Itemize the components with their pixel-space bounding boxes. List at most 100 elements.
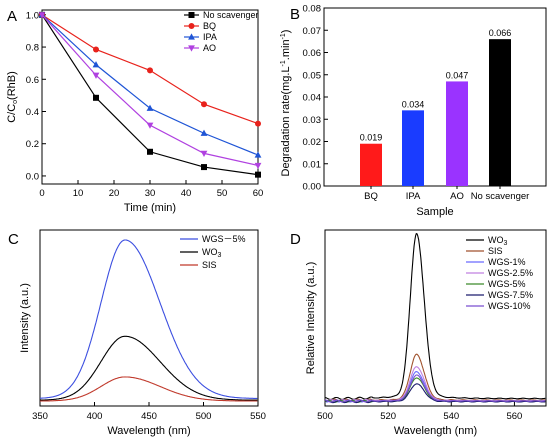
panel-b-xlabel: Sample — [416, 206, 453, 218]
panel-d-series-line-0 — [324, 232, 546, 400]
panel-b-xtick-label: IPA — [406, 191, 421, 202]
panel-a-ytick-label: 0.0 — [26, 171, 39, 182]
panel-b-xtick-label: BQ — [364, 191, 378, 202]
panel-c-legend-label-sub: 3 — [218, 252, 222, 259]
panel-d-legend-label: WGS-10% — [488, 301, 531, 311]
panel-a-legend-marker — [188, 33, 195, 40]
panel-d-legend-label: WGS-2.5% — [488, 268, 533, 278]
panel-a-ylabel: C/Co(RhB) — [6, 71, 19, 123]
panel-a-legend-marker — [188, 23, 195, 29]
panel-b-ylabel-main: Degradation rate(mg.L — [280, 66, 292, 176]
panel-c-legend-label: SIS — [202, 260, 217, 270]
panel-b-ytick-label: 0.00 — [303, 182, 322, 193]
panel-b-bar-2 — [446, 81, 468, 186]
panel-b-bar-1 — [402, 110, 424, 186]
panel-c-series-line-0 — [40, 239, 258, 399]
panel-a-point — [201, 101, 207, 108]
panel-b-ytick-label: 0.07 — [303, 26, 322, 37]
panel-d-xtick-label: 500 — [317, 411, 333, 422]
panel-a-point — [146, 122, 154, 129]
panel-a-point — [255, 171, 261, 178]
panel-a-ylabel-main: C/C — [6, 104, 18, 123]
panel-d-legend-label: WGS-5% — [488, 279, 526, 289]
panel-a-point — [147, 148, 153, 155]
panel-b-value-label: 0.034 — [402, 99, 425, 109]
panel-c-ylabel: Intensity (a.u.) — [19, 283, 31, 353]
panel-d-series-line-6 — [324, 374, 546, 403]
panel-b-xtick-label: AO — [450, 191, 464, 202]
panel-b-ytick-label: 0.08 — [303, 4, 322, 15]
panel-a-xtick-label: 0 — [39, 188, 44, 199]
panel-b-ytick-label: 0.02 — [303, 137, 322, 148]
panel-a-point — [200, 129, 208, 136]
panel-a-letter: A — [7, 8, 17, 25]
panel-c-legend-label: WGS－5% — [202, 234, 246, 244]
panel-b-ytick-label: 0.01 — [303, 159, 322, 170]
panel-a-point — [254, 162, 262, 170]
panel-d-legend-label: WO3 — [488, 235, 508, 247]
panel-a-ytick-label: 1.0 — [26, 10, 39, 21]
panel-d-legend-label: WGS-7.5% — [488, 290, 533, 300]
panel-b-value-label: 0.047 — [446, 70, 469, 80]
panel-a-legend-label: IPA — [203, 32, 217, 42]
panel-b-xtick-label: No scavenger — [471, 191, 530, 202]
panel-d-xlabel: Wavelength (nm) — [394, 425, 477, 437]
panel-b-ytick-label: 0.03 — [303, 115, 322, 126]
panel-a-ylabel-suffix: (RhB) — [6, 71, 18, 100]
panel-c-xtick-label: 350 — [32, 411, 48, 422]
panel-c-legend-label-main: WO — [202, 247, 218, 257]
panel-c-legend-label: WO3 — [202, 247, 222, 259]
panel-d-legend-label-main: WO — [488, 235, 504, 245]
panel-a-legend-label: No scavenger — [203, 10, 259, 20]
panel-a-point — [254, 151, 262, 158]
panel-c-series-line-1 — [40, 335, 258, 401]
panel-b-ylabel-end: ) — [280, 30, 292, 34]
panel-b-ylabel-sup1: -1 — [280, 60, 287, 66]
panel-a-point — [92, 72, 100, 79]
panel-c-xtick-label: 450 — [141, 411, 157, 422]
panel-b-ylabel: Degradation rate(mg.L-1.min-1) — [280, 30, 292, 177]
panel-a-xlabel: Time (min) — [124, 202, 176, 214]
panel-c-xlabel: Wavelength (nm) — [107, 425, 190, 437]
panel-d-xtick-label: 520 — [380, 411, 396, 422]
panel-a-ytick-label: 0.2 — [26, 139, 39, 150]
panel-b-bar-3 — [489, 39, 511, 187]
panel-b-value-label: 0.019 — [360, 133, 383, 143]
panel-d-frame — [324, 229, 547, 407]
panel-a-legend-marker — [188, 45, 195, 52]
panel-a-ytick-label: 0.4 — [26, 107, 39, 118]
panel-a-xtick-label: 40 — [181, 188, 192, 199]
panel-d-legend-label: WGS-1% — [488, 257, 526, 267]
panel-b-ylabel-mid: .min — [280, 39, 292, 60]
panel-b-value-label: 0.066 — [489, 28, 512, 38]
panel-a-point — [93, 94, 99, 101]
panel-a-point — [38, 12, 46, 19]
panel-d-xtick-label: 540 — [443, 411, 459, 422]
panel-b-ytick-label: 0.05 — [303, 70, 322, 81]
panel-a-ytick-label: 0.8 — [26, 43, 39, 54]
panel-d-ylabel: Relative Intensity (a.u.) — [305, 262, 317, 375]
panel-b-letter: B — [290, 6, 300, 23]
panel-a-ytick-label: 0.6 — [26, 75, 39, 86]
panel-a-point — [92, 61, 100, 68]
panel-a-legend-label: BQ — [203, 21, 216, 31]
panel-d-letter: D — [290, 231, 301, 248]
panel-b-bar-0 — [360, 143, 382, 186]
panel-c-letter: C — [8, 231, 19, 248]
panel-a-xtick-label: 10 — [73, 188, 84, 199]
panel-a-legend-marker — [188, 12, 195, 18]
panel-a-legend-label: AO — [203, 43, 216, 53]
panel-a-point — [200, 150, 208, 157]
panel-b-ytick-label: 0.04 — [303, 93, 322, 104]
panel-c-series-line-2 — [40, 376, 258, 402]
panel-b-ylabel-sup2: -1 — [280, 33, 287, 39]
panel-c-xtick-label: 400 — [87, 411, 103, 422]
panel-d-legend-label-sub: 3 — [504, 240, 508, 247]
panel-b-ytick-label: 0.06 — [303, 48, 322, 59]
panel-a-xtick-label: 20 — [109, 188, 120, 199]
panel-a-xtick-label: 50 — [217, 188, 228, 199]
panel-c-xtick-label: 550 — [250, 411, 266, 422]
panel-a-point — [93, 46, 99, 53]
